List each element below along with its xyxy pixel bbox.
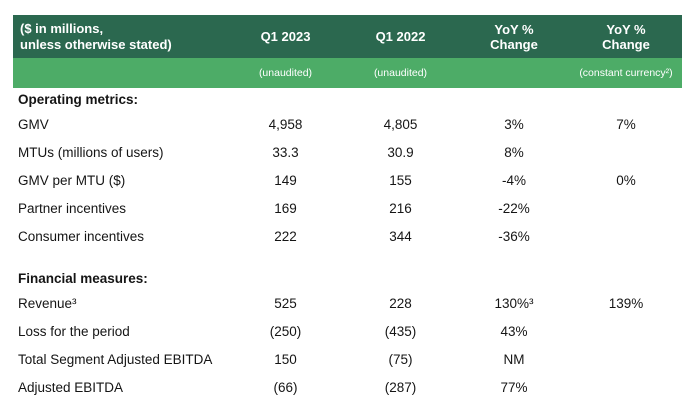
value-q1-2022: 344	[389, 228, 412, 244]
column-header-yoy-change-cc: YoY % Change	[602, 21, 650, 52]
value-q1-2022: 155	[389, 172, 412, 188]
value-q1-2022: 30.9	[387, 144, 414, 160]
subheader-unaudited-2022: (unaudited)	[373, 67, 428, 79]
section-title-operating-metrics: Operating metrics:	[18, 91, 139, 107]
value-q1-2022: (287)	[384, 379, 417, 395]
financial-results-table: ($ in millions, unless otherwise stated)…	[13, 15, 682, 401]
value-yoy: -22%	[498, 200, 530, 216]
section-spacer	[13, 250, 682, 267]
value-yoy: 77%	[500, 379, 528, 395]
value-q1-2022: 228	[389, 295, 412, 311]
value-q1-2023: 169	[274, 200, 297, 216]
row-label: GMV per MTU ($)	[18, 172, 126, 188]
row-label: Adjusted EBITDA	[18, 379, 124, 395]
value-yoy: -4%	[501, 172, 526, 188]
row-label: Loss for the period	[18, 323, 130, 339]
table-row-mtus: MTUs (millions of users) 33.3 30.9 8%	[13, 138, 682, 166]
row-label: Consumer incentives	[18, 228, 145, 244]
value-yoy: 8%	[504, 144, 524, 160]
value-yoy-cc: 7%	[616, 116, 636, 132]
value-q1-2022: (75)	[388, 351, 413, 367]
value-q1-2023: (250)	[269, 323, 302, 339]
table-row-gmv: GMV 4,958 4,805 3% 7%	[13, 110, 682, 138]
table-header-row: ($ in millions, unless otherwise stated)…	[13, 15, 682, 58]
value-yoy-cc: 0%	[616, 172, 636, 188]
value-q1-2023: 525	[274, 295, 297, 311]
value-yoy: 130%³	[494, 295, 534, 311]
column-header-q1-2023: Q1 2023	[260, 29, 311, 44]
row-label: Partner incentives	[18, 200, 127, 216]
subheader-unaudited-2023: (unaudited)	[258, 67, 313, 79]
value-yoy-cc: 139%	[608, 295, 644, 311]
column-header-yoy-change: YoY % Change	[490, 21, 538, 52]
row-label: Revenue³	[18, 295, 77, 311]
value-yoy: 3%	[504, 116, 524, 132]
table-row-total-segment-adjusted-ebitda: Total Segment Adjusted EBITDA 150 (75) N…	[13, 345, 682, 373]
value-q1-2023: 149	[274, 172, 297, 188]
value-yoy: -36%	[498, 228, 530, 244]
subheader-constant-currency: (constant currency²)	[579, 67, 673, 79]
value-q1-2022: (435)	[384, 323, 417, 339]
table-row-adjusted-ebitda: Adjusted EBITDA (66) (287) 77%	[13, 373, 682, 401]
value-q1-2023: (66)	[273, 379, 298, 395]
row-label: MTUs (millions of users)	[18, 144, 164, 160]
value-q1-2022: 216	[389, 200, 412, 216]
table-row-partner-incentives: Partner incentives 169 216 -22%	[13, 194, 682, 222]
value-yoy: 43%	[500, 323, 528, 339]
table-row-consumer-incentives: Consumer incentives 222 344 -36%	[13, 222, 682, 250]
header-units-label: ($ in millions, unless otherwise stated)	[20, 20, 172, 52]
section-title-financial-measures: Financial measures:	[18, 270, 148, 286]
row-label: GMV	[18, 116, 49, 132]
value-q1-2023: 222	[274, 228, 297, 244]
table-row-gmv-per-mtu: GMV per MTU ($) 149 155 -4% 0%	[13, 166, 682, 194]
table-row-revenue: Revenue³ 525 228 130%³ 139%	[13, 289, 682, 317]
row-label: Total Segment Adjusted EBITDA	[18, 351, 213, 367]
value-q1-2022: 4,805	[383, 116, 418, 132]
value-q1-2023: 4,958	[268, 116, 303, 132]
value-q1-2023: 33.3	[272, 144, 299, 160]
value-yoy: NM	[503, 351, 525, 367]
table-row-loss-for-period: Loss for the period (250) (435) 43%	[13, 317, 682, 345]
value-q1-2023: 150	[274, 351, 297, 367]
column-header-q1-2022: Q1 2022	[375, 29, 426, 44]
table-subheader-row: (unaudited) (unaudited) (constant curren…	[13, 58, 682, 88]
